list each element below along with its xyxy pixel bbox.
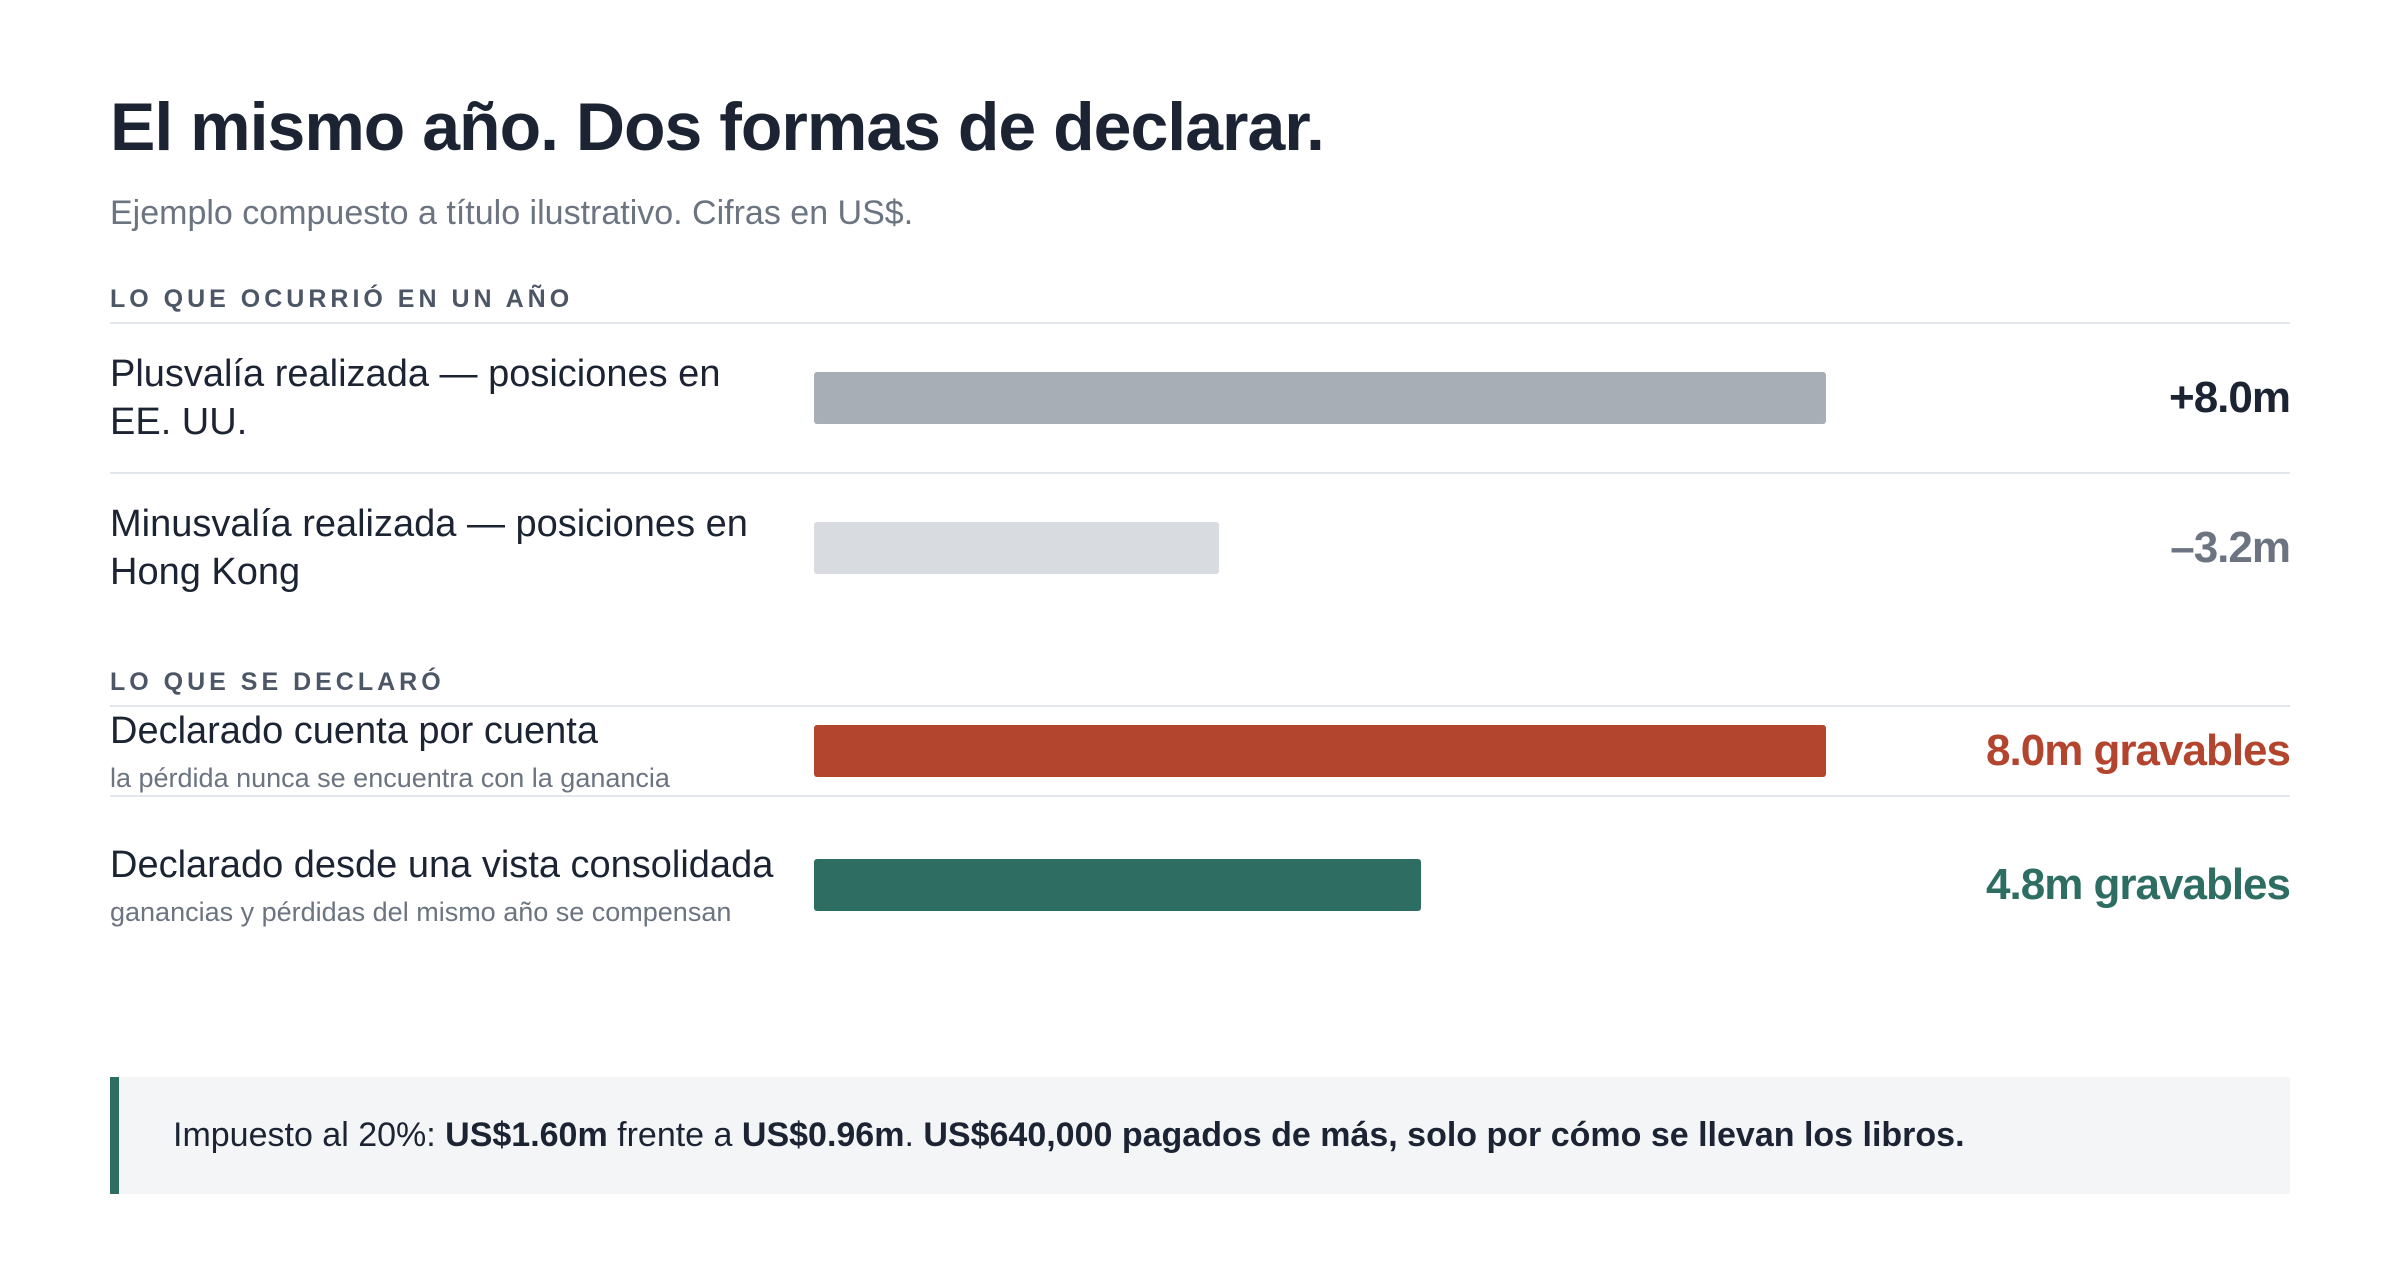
note: Impuesto al 20%: US$1.60m frente a US$0.… (110, 1077, 2290, 1194)
row-label: Declarado cuenta por cuenta (110, 710, 598, 752)
section-heading: LO QUE SE DECLARÓ (110, 668, 2290, 707)
subtitle: Ejemplo compuesto a título ilustrativo. … (110, 194, 914, 232)
value-label: 8.0m gravables (1986, 726, 2291, 775)
bar (814, 522, 1219, 574)
note-text: . (904, 1116, 924, 1154)
row-label: Declarado desde una vista consolidada (110, 844, 774, 886)
bar (814, 859, 1422, 911)
note-text: US$1.60m (445, 1116, 608, 1154)
row: Minusvalía realizada — posiciones en Hon… (110, 474, 2291, 622)
row-label-block: Declarado desde una vista consolidada gan… (110, 841, 814, 929)
row-label-block: Declarado cuenta por cuenta la pérdida nu… (110, 707, 814, 795)
note-text: frente a (607, 1116, 742, 1154)
row-label-block: Minusvalía realizada — posiciones en Hon… (110, 500, 814, 596)
row-label: Plusvalía realizada — posiciones en EE. … (110, 353, 721, 443)
note-text: US$0.96m (741, 1116, 905, 1154)
section-heading: LO QUE OCURRIÓ EN UN AÑO (110, 285, 2290, 324)
value-label: 4.8m gravables (1986, 860, 2291, 909)
bar-area (814, 522, 1826, 574)
group: LO QUE SE DECLARÓ Declarado cuenta por cu… (110, 668, 2291, 973)
row-label: Minusvalía realizada — posiciones en Hon… (110, 503, 748, 593)
value-label: –3.2m (2170, 523, 2291, 572)
row: Declarado desde una vista consolidada gan… (110, 797, 2291, 973)
bar (814, 372, 1826, 424)
group: LO QUE OCURRIÓ EN UN AÑO Plusvalía realiz… (110, 285, 2291, 622)
bar-area (814, 859, 1826, 911)
bar-area (814, 725, 1826, 777)
row-label-block: Plusvalía realizada — posiciones en EE. … (110, 350, 814, 446)
note-text: US$640,000 pagados de más, solo por cómo… (923, 1116, 1965, 1154)
bar (814, 725, 1826, 777)
title: El mismo año. Dos formas de declarar. (110, 89, 1325, 165)
groups: LO QUE OCURRIÓ EN UN AÑO Plusvalía realiz… (110, 285, 2291, 973)
row: Plusvalía realizada — posiciones en EE. … (110, 324, 2291, 474)
row-sublabel: la pérdida nunca se encuentra con la gan… (110, 763, 670, 793)
value-label: +8.0m (2169, 373, 2291, 422)
note-text: Impuesto al 20%: (173, 1116, 446, 1154)
row-sublabel: ganancias y pérdidas del mismo año se co… (110, 897, 732, 927)
row: Declarado cuenta por cuenta la pérdida nu… (110, 707, 2291, 797)
bar-area (814, 372, 1826, 424)
